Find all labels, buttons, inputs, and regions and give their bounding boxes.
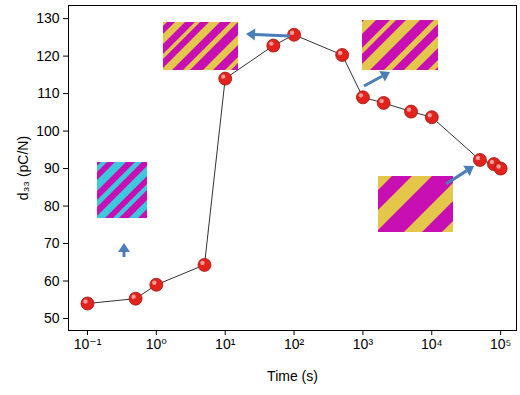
svg-text:10⁴: 10⁴ — [421, 336, 443, 352]
svg-text:Time (s): Time (s) — [267, 368, 318, 384]
svg-text:90: 90 — [44, 160, 60, 176]
svg-text:10⁰: 10⁰ — [146, 336, 168, 352]
svg-text:100: 100 — [36, 123, 60, 139]
svg-text:10⁻¹: 10⁻¹ — [74, 336, 102, 352]
svg-text:10²: 10² — [284, 336, 305, 352]
svg-text:110: 110 — [37, 85, 60, 101]
svg-text:70: 70 — [44, 235, 60, 251]
svg-text:130: 130 — [36, 10, 60, 26]
svg-text:10⁵: 10⁵ — [490, 336, 511, 352]
svg-text:d₃₃ (pC/N): d₃₃ (pC/N) — [15, 136, 31, 200]
svg-text:120: 120 — [36, 48, 60, 64]
svg-text:60: 60 — [44, 272, 60, 288]
svg-text:10³: 10³ — [353, 336, 374, 352]
svg-text:10¹: 10¹ — [215, 336, 236, 352]
svg-text:80: 80 — [44, 198, 60, 214]
svg-text:50: 50 — [44, 310, 60, 326]
